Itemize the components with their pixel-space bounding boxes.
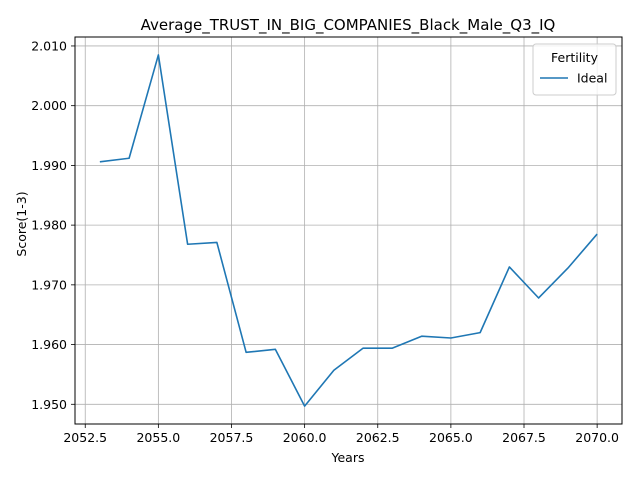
y-tick-label: 1.960 [31,337,67,352]
x-tick-label: 2070.0 [575,430,619,445]
y-tick-label: 2.010 [31,38,67,53]
x-axis-ticks: 2052.5 2055.0 2057.5 2060.0 2062.5 2065.0 2067… [63,424,619,445]
chart-title: Average_TRUST_IN_BIG_COMPANIES_Black_Mal… [141,16,556,35]
y-axis-label: Score(1-3) [14,191,29,256]
x-tick-label: 2065.0 [429,430,473,445]
plot-frame [74,36,623,425]
series-layer [99,54,598,407]
series-line-ideal [99,54,598,407]
legend-title: Fertility [551,50,599,65]
y-axis-ticks: 1.950 1.960 1.970 1.980 1.990 2.000 2.010 [31,38,75,412]
x-tick-label: 2055.0 [136,430,180,445]
x-axis-label: Years [331,450,365,465]
y-tick-label: 1.990 [31,158,67,173]
legend: Fertility Ideal [532,43,617,96]
x-tick-label: 2052.5 [63,430,107,445]
x-tick-label: 2067.5 [502,430,546,445]
y-tick-label: 1.950 [31,397,67,412]
legend-box [532,43,617,96]
y-tick-label: 1.980 [31,218,67,233]
y-tick-label: 1.970 [31,277,67,292]
x-tick-label: 2057.5 [210,430,254,445]
legend-entry-ideal: Ideal [577,71,607,86]
x-tick-label: 2060.0 [283,430,327,445]
y-tick-label: 2.000 [31,98,67,113]
x-tick-label: 2062.5 [356,430,400,445]
grid-lines [75,37,622,424]
